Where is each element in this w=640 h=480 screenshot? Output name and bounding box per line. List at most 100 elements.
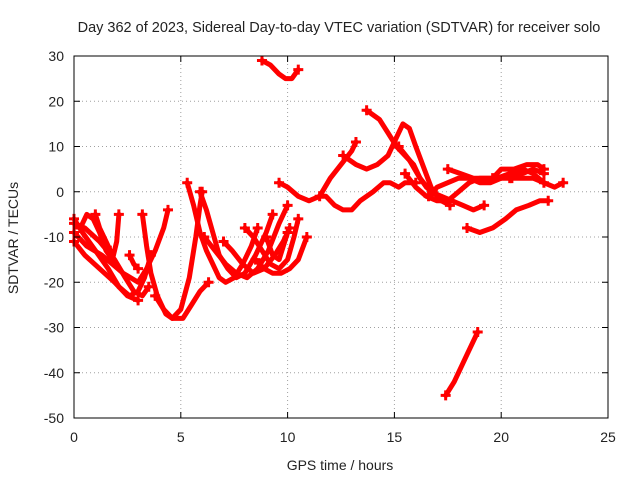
series-end-marker [423, 191, 434, 202]
y-tick-label: -50 [44, 410, 64, 426]
series-end-marker [124, 250, 135, 261]
axis-ticks: 0 5 10 15 20 25 -50 -40 -30 -20 -10 0 10 20 30 [44, 48, 616, 445]
series-end-marker [293, 64, 304, 75]
series-line [259, 58, 301, 82]
series-end-marker [203, 277, 214, 288]
series-end-marker [274, 177, 285, 188]
grid-lines [74, 56, 608, 418]
series-end-marker [338, 150, 349, 161]
series-line [443, 329, 481, 398]
series-pass-z [487, 162, 549, 184]
series-end-marker [293, 213, 304, 224]
series-pass-aa [504, 173, 569, 190]
series-end-marker [75, 222, 86, 233]
series-line [197, 189, 276, 281]
x-tick-label: 5 [177, 429, 185, 445]
y-tick-label: -10 [44, 229, 64, 245]
series-end-marker [143, 281, 154, 292]
series-end-marker [487, 173, 498, 184]
y-tick-label: 20 [48, 93, 64, 109]
series-line [490, 162, 547, 181]
series-end-marker [218, 236, 229, 247]
x-tick-label: 10 [280, 429, 296, 445]
series-end-marker [261, 232, 272, 242]
series-line [184, 180, 261, 285]
series-line [464, 198, 551, 235]
series-end-marker [479, 200, 490, 211]
series-pass-g [124, 250, 144, 274]
series-pass-p [261, 227, 293, 263]
series-end-marker [282, 227, 293, 238]
y-tick-label: 0 [56, 184, 64, 200]
series-pass-f [90, 209, 116, 256]
series-end-marker [252, 222, 263, 233]
series-end-marker [267, 209, 278, 220]
x-tick-label: 25 [600, 429, 616, 445]
series-end-marker [90, 209, 101, 220]
series-line [201, 202, 291, 281]
y-tick-label: -30 [44, 320, 64, 336]
series-end-marker [400, 168, 411, 179]
series-end-marker [113, 209, 124, 220]
series-line [71, 207, 171, 285]
series-layer [69, 55, 569, 401]
series-end-marker [162, 204, 173, 215]
series-pass-j [182, 177, 263, 285]
series-pass-t [338, 121, 455, 211]
series-line [77, 211, 122, 263]
series-end-marker [393, 141, 404, 152]
series-line [253, 234, 310, 276]
y-tick-label: -20 [44, 274, 64, 290]
series-end-marker [195, 186, 206, 197]
series-end-marker [105, 245, 116, 256]
series-end-marker [250, 254, 261, 265]
x-axis-label: GPS time / hours [287, 457, 394, 473]
series-line [426, 166, 547, 199]
series-line [242, 216, 301, 272]
series-end-marker [558, 177, 569, 188]
series-end-marker [442, 164, 453, 175]
series-end-marker [472, 327, 483, 338]
series-end-marker [182, 177, 193, 188]
series-end-marker [543, 195, 554, 206]
series-end-marker [133, 263, 144, 274]
series-pass-r [274, 136, 361, 204]
series-end-marker [199, 232, 210, 242]
series-pass-ab [462, 195, 554, 235]
series-line [71, 239, 141, 303]
series-end-marker [361, 105, 372, 116]
series-pass-s [314, 177, 421, 213]
series-end-marker [538, 164, 549, 175]
series-end-marker [239, 222, 250, 233]
series-end-marker [504, 173, 515, 184]
series-pass-o [250, 232, 312, 276]
chart-title: Day 362 of 2023, Sidereal Day-to-day VTE… [78, 20, 601, 36]
series-end-marker [137, 209, 148, 220]
series-pass-e [75, 209, 124, 263]
series-end-marker [350, 136, 361, 147]
series-line [92, 211, 113, 254]
series-pass-q [256, 55, 304, 82]
series-end-marker [440, 390, 451, 401]
x-tick-label: 15 [387, 429, 403, 445]
series-end-marker [150, 290, 161, 301]
series-pass-v [393, 141, 490, 213]
y-tick-label: 30 [48, 48, 64, 64]
series-end-marker [462, 222, 473, 233]
series-end-marker [301, 232, 312, 242]
series-end-marker [133, 295, 144, 306]
series-pass-n [239, 213, 304, 272]
series-line [396, 144, 487, 213]
series-end-marker [282, 200, 293, 211]
series-pass-i [150, 277, 214, 321]
series-pass-k [195, 186, 278, 281]
series-line [507, 175, 566, 190]
series-pass-l [199, 200, 293, 281]
y-tick-label: -40 [44, 365, 64, 381]
series-line [152, 279, 212, 321]
series-line [263, 230, 291, 263]
x-tick-label: 20 [493, 429, 509, 445]
series-end-marker [314, 191, 325, 202]
series-end-marker [256, 55, 267, 66]
